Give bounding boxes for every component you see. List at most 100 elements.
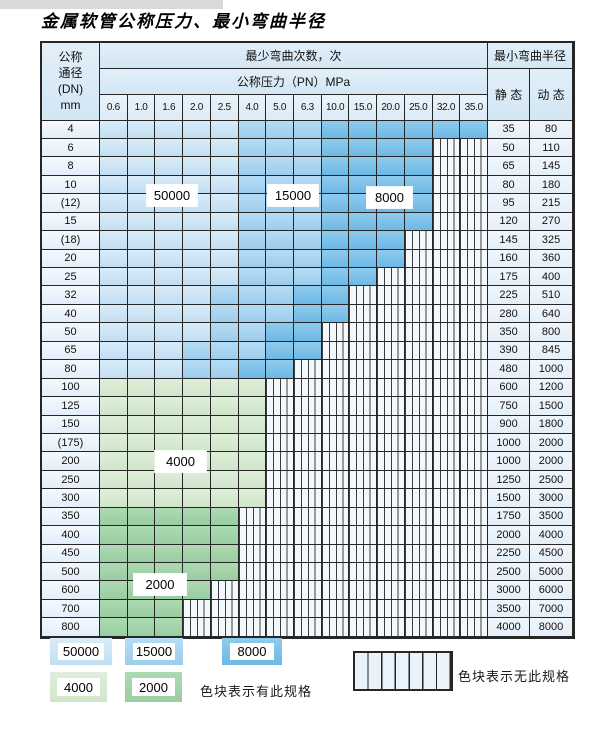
no-spec-cell: [266, 618, 295, 637]
cycle-cell-4000: [155, 489, 184, 508]
no-spec-cell: [404, 397, 433, 416]
cycle-cell-4000: [100, 397, 128, 416]
pressure-column-header: 1.0: [127, 94, 156, 121]
static-radius-value: 225: [488, 286, 531, 305]
no-spec-cell: [349, 563, 378, 582]
dynamic-radius-value: 8000: [530, 618, 573, 637]
cycle-cell-50000: [210, 249, 239, 268]
cycle-cell-2000: [210, 526, 239, 545]
no-spec-cell: [321, 360, 350, 379]
dn-cell: 20: [42, 249, 100, 268]
no-spec-cell: [404, 360, 433, 379]
cycle-cell-50000: [210, 212, 239, 232]
no-spec-cell: [377, 507, 405, 527]
pressure-column-header: 20.0: [377, 94, 405, 121]
cycle-cell-8000: [321, 286, 350, 305]
no-spec-cell: [404, 452, 433, 471]
static-radius-value: 480: [488, 360, 531, 379]
no-spec-cell: [349, 378, 378, 398]
cycle-cell-8000: [460, 120, 489, 139]
nominal-pressure-header: 公称压力（PN）MPa: [100, 69, 489, 95]
no-spec-cell: [321, 563, 350, 582]
cycle-cell-15000: [238, 138, 267, 158]
cycle-cell-50000: [127, 341, 156, 361]
no-spec-cell: [460, 433, 489, 453]
static-radius-value: 1750: [488, 507, 531, 527]
cycle-cell-50000: [100, 341, 128, 361]
no-spec-cell: [349, 489, 378, 508]
cycle-cell-15000: [238, 323, 267, 342]
no-spec-cell: [432, 452, 461, 471]
cycle-cell-8000: [377, 249, 405, 268]
dn-cell: 600: [42, 581, 100, 600]
cycle-cell-15000: [210, 360, 239, 379]
static-radius-value: 3000: [488, 581, 531, 600]
cycle-cell-15000: [238, 157, 267, 176]
cycle-cell-4000: [238, 433, 267, 453]
cycle-cell-4000: [155, 378, 184, 398]
no-spec-cell: [460, 507, 489, 527]
dn-header-line: (DN): [57, 82, 84, 97]
cycle-cell-4000: [100, 452, 128, 471]
cycle-cell-50000: [155, 323, 184, 342]
dn-column-header: 公称 通径 (DN) mm: [42, 43, 100, 121]
cycle-cell-50000: [183, 212, 211, 232]
static-radius-value: 1000: [488, 433, 531, 453]
no-spec-cell: [266, 489, 295, 508]
cycle-cell-4000: [155, 470, 184, 490]
cycle-cell-4000: [210, 470, 239, 490]
legend-swatch-label: 8000: [229, 643, 275, 660]
cycle-cell-4000: [238, 378, 267, 398]
dynamic-radius-value: 1200: [530, 378, 573, 398]
dn-cell: (18): [42, 231, 100, 250]
cycle-cell-8000: [349, 120, 378, 139]
cycle-cell-4000: [155, 397, 184, 416]
cycle-cell-8000: [321, 120, 350, 139]
cycle-cell-8000: [321, 268, 350, 287]
no-spec-cell: [210, 618, 239, 637]
cycle-cell-4000: [127, 397, 156, 416]
legend-swatch-label: 4000: [57, 677, 100, 697]
cycle-cell-50000: [100, 194, 128, 213]
dynamic-radius-value: 110: [530, 138, 573, 158]
cycle-cell-50000: [183, 231, 211, 250]
cycle-cell-15000: [294, 268, 322, 287]
cycle-cell-15000: [238, 268, 267, 287]
cycle-cell-50000: [210, 231, 239, 250]
cycle-cell-4000: [183, 415, 211, 434]
cycle-cell-2000: [210, 563, 239, 582]
dynamic-radius-header: 动 态: [530, 69, 573, 121]
no-spec-cell: [349, 470, 378, 490]
no-spec-cell: [460, 231, 489, 250]
cycle-cell-50000: [155, 138, 184, 158]
no-spec-cell: [432, 507, 461, 527]
cycle-cell-50000: [183, 304, 211, 324]
no-spec-cell: [460, 599, 489, 619]
pressure-column-header: 4.0: [238, 94, 267, 121]
no-spec-cell: [432, 563, 461, 582]
no-spec-cell: [183, 618, 211, 637]
cycle-cell-2000: [210, 507, 239, 527]
cycle-cell-50000: [127, 304, 156, 324]
cycle-cell-4000: [127, 378, 156, 398]
cycle-cell-15000: [266, 212, 295, 232]
no-spec-cell: [349, 415, 378, 434]
no-spec-cell: [432, 323, 461, 342]
cycle-cell-8000: [238, 360, 267, 379]
legend-swatch-4000: 4000: [50, 672, 107, 702]
no-spec-cell: [321, 415, 350, 434]
cycle-cell-50000: [100, 157, 128, 176]
pressure-column-header: 5.0: [266, 94, 295, 121]
cycles-label-50000: 50000: [147, 185, 197, 206]
cycle-cell-2000: [127, 507, 156, 527]
no-spec-cell: [404, 415, 433, 434]
static-radius-value: 2250: [488, 544, 531, 563]
no-spec-cell: [294, 618, 322, 637]
pressure-column-header: 6.3: [294, 94, 322, 121]
no-spec-cell: [377, 544, 405, 563]
cycle-cell-4000: [210, 452, 239, 471]
no-spec-cell: [404, 323, 433, 342]
legend-swatch-label: 50000: [58, 643, 104, 660]
cycle-cell-8000: [349, 138, 378, 158]
cycle-cell-4000: [238, 415, 267, 434]
